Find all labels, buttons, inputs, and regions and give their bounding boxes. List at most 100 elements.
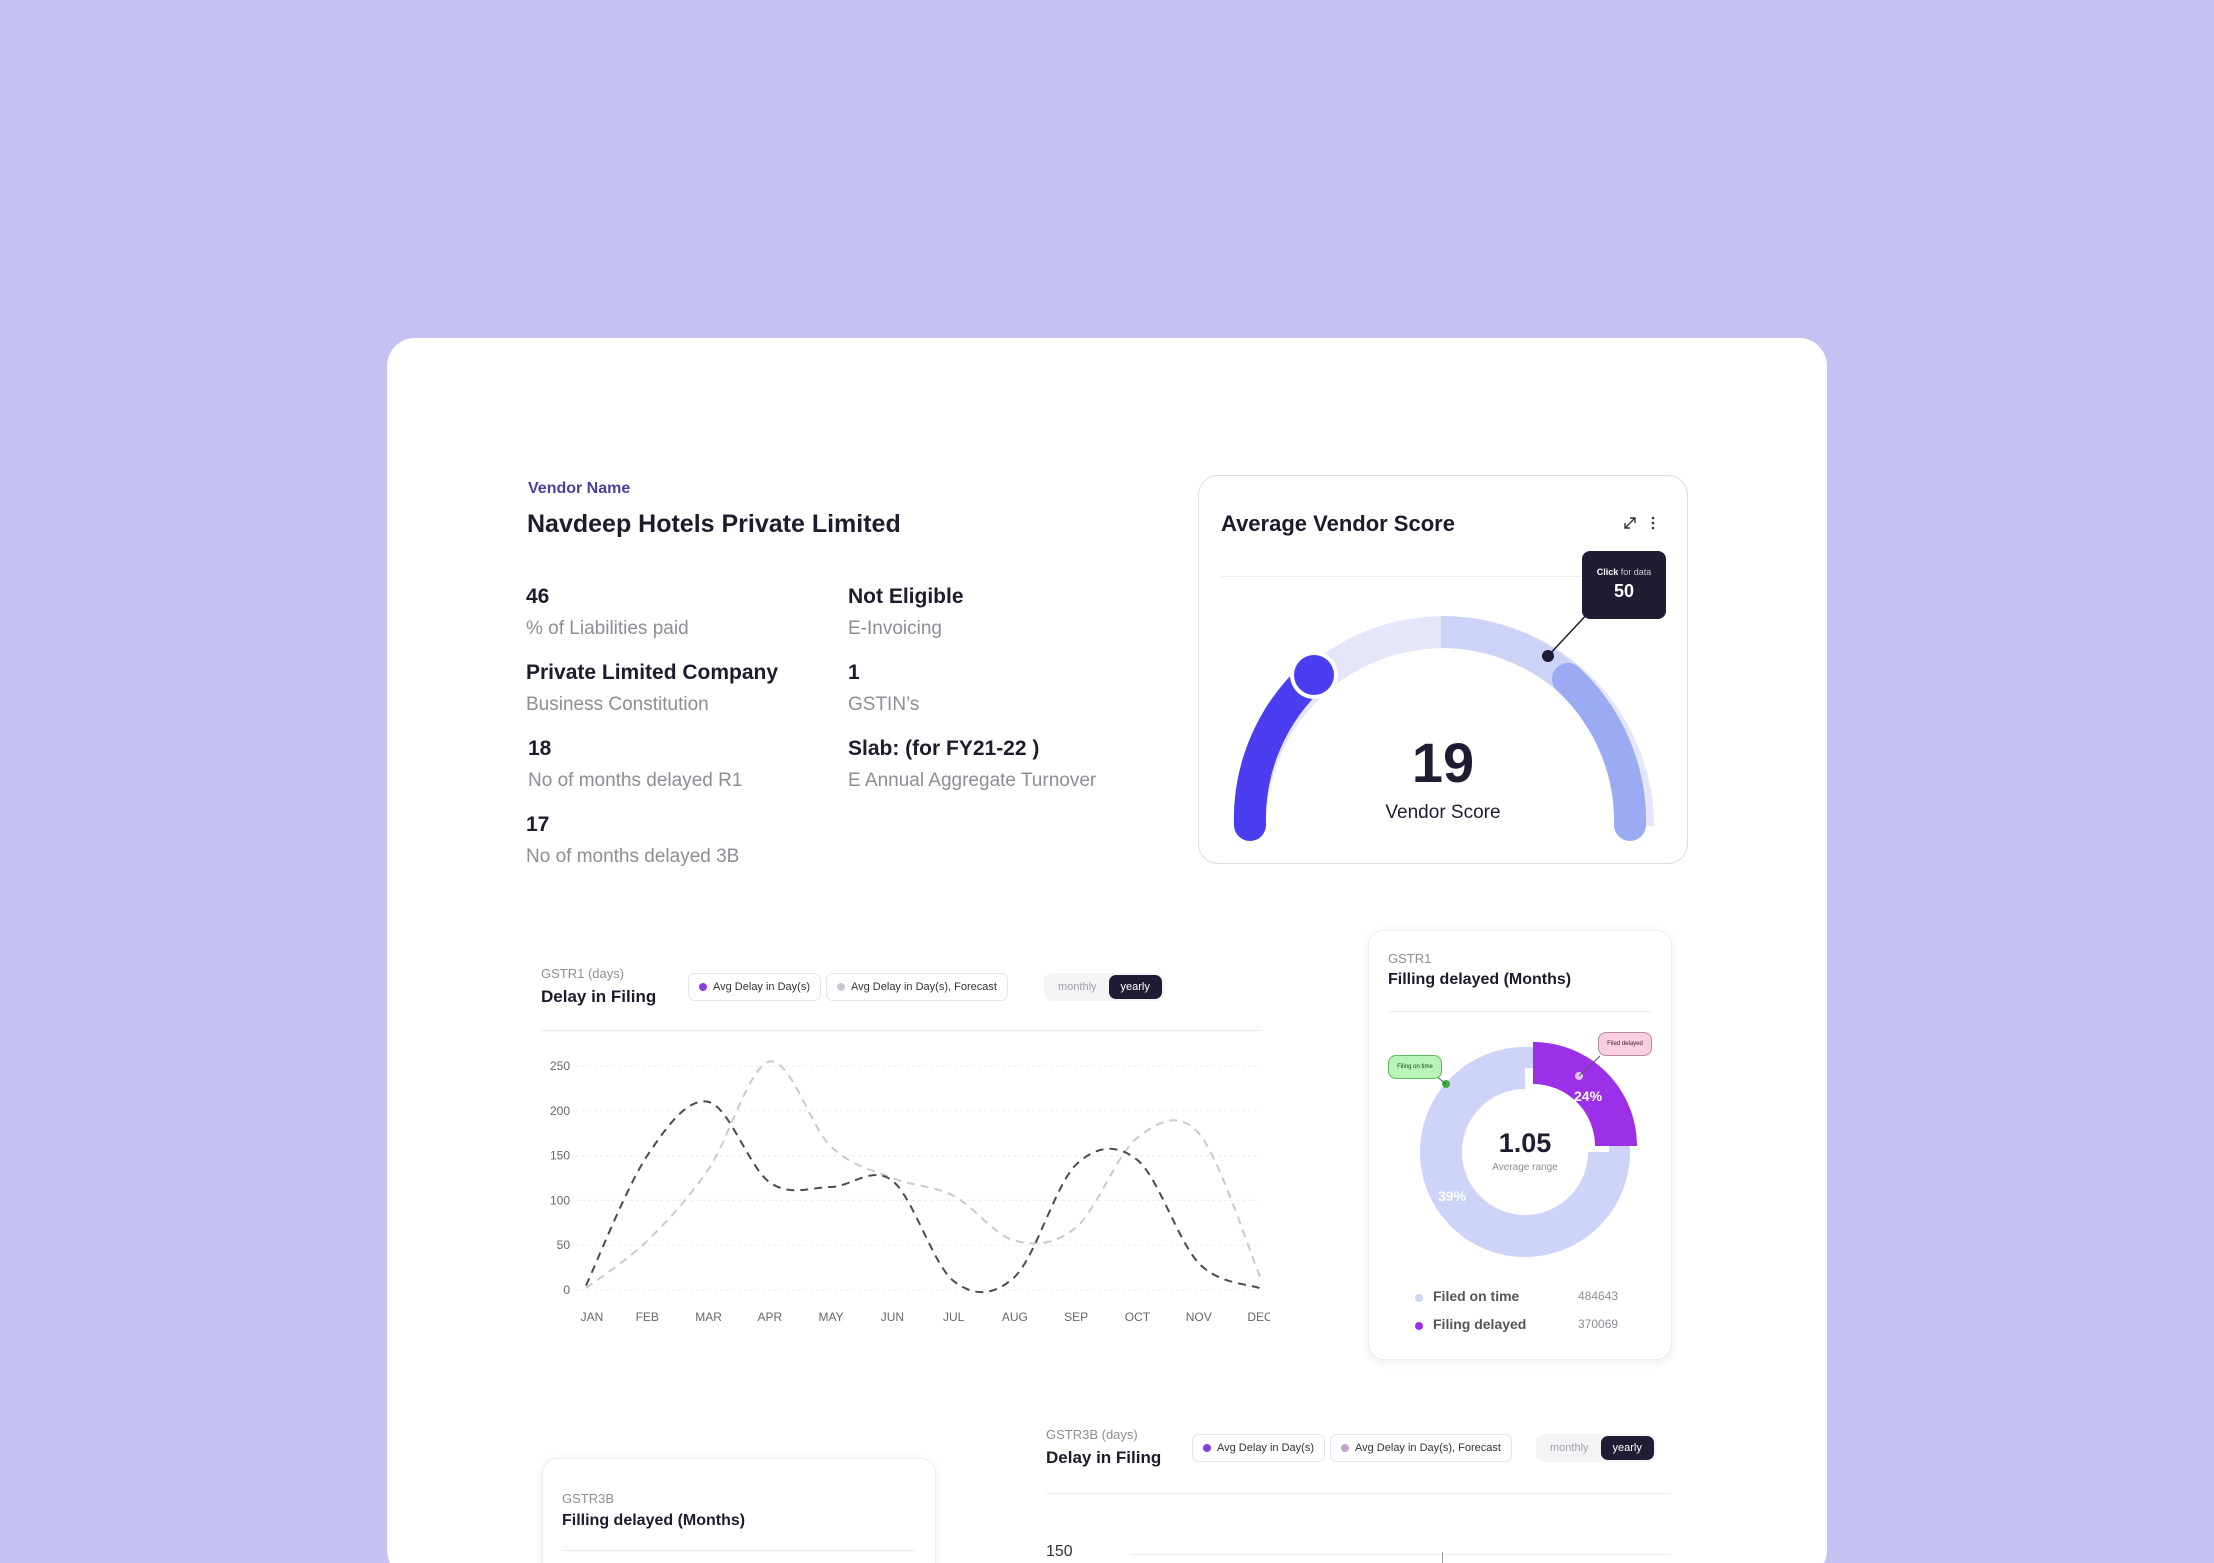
vendor-score-label: Vendor Score (1385, 802, 1501, 823)
gstr3b-delay-title: Delay in Filing (1046, 1448, 1162, 1467)
tooltip-value: 50 (1613, 581, 1635, 601)
gstr3b-chart-divider (1046, 1493, 1671, 1494)
gstr3b-legend-avg-label: Avg Delay in Day(s) (1217, 1442, 1314, 1454)
gstr3b-donut-subtitle: GSTR3B (562, 1491, 615, 1506)
gstr1-delay-subtitle: GSTR1 (days) (541, 966, 625, 981)
legend-avg-delay-label: Avg Delay in Day(s) (713, 981, 810, 993)
legend-avg-delay[interactable]: Avg Delay in Day(s) (688, 973, 821, 1001)
tooltip-rest-text: for data (1620, 567, 1652, 577)
series-line-actual[interactable] (585, 1100, 1261, 1294)
turnover-slab-label: E Annual Aggregate Turnover (848, 770, 1097, 791)
gstr3b-donut-title: Filling delayed (Months) (562, 1512, 746, 1529)
y-tick-label: 150 (550, 1149, 570, 1163)
months-delayed-r1-value: 18 (528, 737, 552, 760)
legend-forecast-label: Avg Delay in Day(s), Forecast (851, 981, 997, 993)
score-tooltip[interactable] (1582, 551, 1666, 619)
more-options-icon[interactable] (1648, 515, 1658, 531)
donut-center-value: 1.05 (1498, 1128, 1552, 1158)
tag-delayed: Filed delayed (1598, 1032, 1652, 1056)
y-tick-label: 200 (550, 1104, 570, 1118)
gstr3b-toggle-yearly[interactable]: yearly (1600, 1436, 1654, 1460)
gauge-segment-high (1552, 663, 1647, 841)
gstr3b-legend-dot-forecast (1341, 1444, 1349, 1452)
gstr3b-toggle-monthly[interactable]: monthly (1550, 1442, 1589, 1454)
gstr1-donut-subtitle: GSTR1 (1388, 951, 1432, 966)
vendor-name: Navdeep Hotels Private Limited (527, 510, 901, 538)
liabilities-paid-value: 46 (526, 585, 550, 608)
e-invoicing-label: E-Invoicing (848, 618, 942, 639)
legend-dot-actual (699, 983, 707, 991)
gstr3b-y-tick: 150 (1046, 1543, 1073, 1560)
score-divider (1221, 576, 1651, 577)
vendor-score-title: Average Vendor Score (1221, 511, 1455, 536)
toggle-yearly[interactable]: yearly (1108, 975, 1162, 999)
business-constitution-value: Private Limited Company (526, 661, 779, 684)
score-tooltip-caption: Click for data (1582, 567, 1666, 577)
donut-slice-delayed[interactable] (1533, 1042, 1637, 1146)
tag-on-time: Filing on time (1388, 1055, 1442, 1079)
gstr3b-tick-mark (1442, 1552, 1443, 1563)
gstr3b-period-toggle: monthly yearly (1536, 1434, 1656, 1462)
tooltip-click-text: Click (1596, 567, 1619, 577)
x-tick-label: MAY (819, 1310, 844, 1324)
vendor-score-value: 19 (1411, 731, 1475, 794)
gstr1-delay-title: Delay in Filing (541, 987, 657, 1006)
liabilities-paid-label: % of Liabilities paid (526, 618, 689, 639)
y-tick-label: 250 (550, 1059, 570, 1073)
x-tick-label: SEP (1064, 1310, 1088, 1324)
y-tick-label: 0 (563, 1283, 570, 1297)
gstin-count-label: GSTIN’s (848, 694, 920, 715)
gstr3b-donut-divider (562, 1550, 916, 1551)
gstr3b-delay-subtitle: GSTR3B (days) (1046, 1427, 1138, 1442)
x-tick-label: AUG (1002, 1310, 1028, 1324)
x-tick-label: APR (757, 1310, 782, 1324)
legend-on-time-value: 484643 (1578, 1289, 1619, 1303)
gstr3b-donut-card (542, 1458, 936, 1563)
y-tick-label: 50 (557, 1238, 571, 1252)
series-line-forecast[interactable] (585, 1060, 1261, 1289)
gstr3b-legend-forecast[interactable]: Avg Delay in Day(s), Forecast (1330, 1434, 1512, 1462)
expand-icon[interactable] (1622, 515, 1638, 531)
gstr1-chart-divider (541, 1030, 1262, 1031)
x-tick-label: JUL (943, 1310, 965, 1324)
pct-on-time: 39% (1438, 1188, 1467, 1204)
tooltip-leader-line (1547, 610, 1591, 657)
x-tick-label: JUN (881, 1310, 904, 1324)
gstin-count-value: 1 (848, 661, 860, 684)
legend-dot-on-time (1415, 1294, 1423, 1302)
gstr1-donut-title: Filling delayed (Months) (1388, 971, 1572, 988)
e-invoicing-value: Not Eligible (848, 585, 964, 608)
x-tick-label: OCT (1125, 1310, 1151, 1324)
x-tick-label: FEB (636, 1310, 659, 1324)
turnover-slab-value: Slab: (for FY21-22 ) (848, 737, 1040, 760)
months-delayed-r1-label: No of months delayed R1 (528, 770, 743, 791)
gstr3b-legend-forecast-label: Avg Delay in Day(s), Forecast (1355, 1442, 1501, 1454)
legend-avg-delay-forecast[interactable]: Avg Delay in Day(s), Forecast (826, 973, 1008, 1001)
legend-on-time-label: Filed on time (1433, 1288, 1520, 1304)
toggle-monthly[interactable]: monthly (1058, 981, 1097, 993)
gstr1-period-toggle: monthly yearly (1044, 973, 1164, 1001)
x-tick-label: DEC (1247, 1310, 1270, 1324)
donut-legend-on-time[interactable]: Filed on time 484643 (1415, 1288, 1645, 1308)
y-tick-label: 100 (550, 1193, 570, 1207)
delayed-leader (1578, 1055, 1601, 1077)
gstr3b-legend-avg-delay[interactable]: Avg Delay in Day(s) (1192, 1434, 1325, 1462)
donut-legend-delayed[interactable]: Filing delayed 370069 (1415, 1316, 1645, 1336)
legend-dot-delayed (1415, 1322, 1423, 1330)
business-constitution-label: Business Constitution (526, 694, 709, 715)
pct-delayed: 24% (1574, 1088, 1603, 1104)
gauge-marker[interactable] (1542, 650, 1554, 662)
months-delayed-3b-value: 17 (526, 813, 550, 836)
score-gauge (1233, 610, 1654, 841)
donut-divider (1388, 1011, 1652, 1012)
x-tick-label: NOV (1186, 1310, 1212, 1324)
x-tick-label: JAN (581, 1310, 604, 1324)
gstr3b-legend-dot-actual (1203, 1444, 1211, 1452)
gauge-knob[interactable] (1294, 655, 1334, 695)
vendor-score-card (1198, 475, 1688, 864)
legend-dot-forecast (837, 983, 845, 991)
legend-delayed-label: Filing delayed (1433, 1316, 1527, 1332)
x-tick-label: MAR (695, 1310, 722, 1324)
gstr3b-gridline (1130, 1554, 1671, 1555)
filing-donut-chart (1420, 1042, 1637, 1257)
